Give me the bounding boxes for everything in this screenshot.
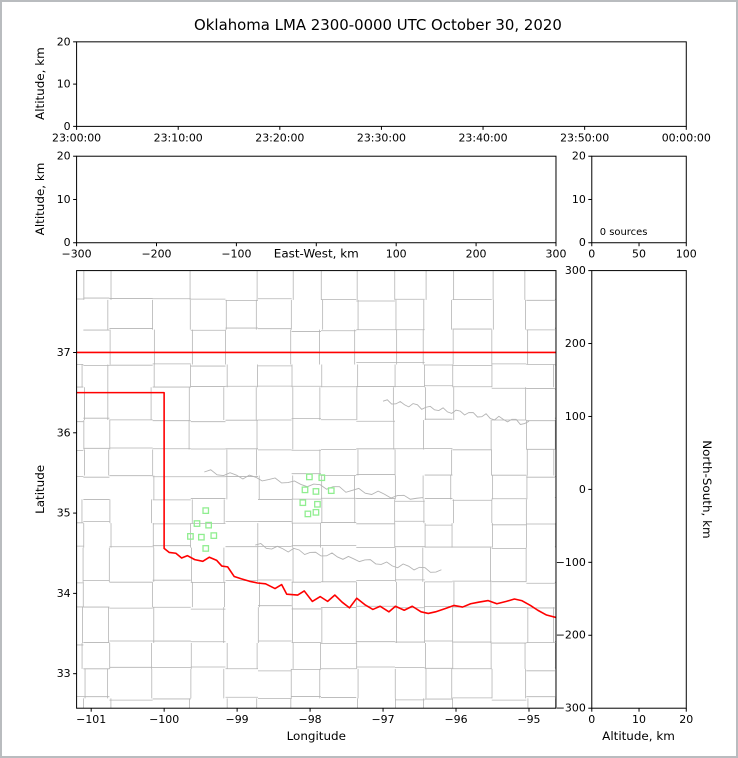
tick-label: 10 <box>572 193 586 206</box>
tick-label: 23:50:00 <box>560 131 609 144</box>
tick-label: −100 <box>149 713 179 726</box>
lma-station-marker <box>197 533 205 541</box>
tick-label: −200 <box>556 629 586 642</box>
tick-label: 20 <box>679 713 693 726</box>
plan-view-panel <box>76 270 557 709</box>
river-line <box>382 399 530 425</box>
tick-label: 23:30:00 <box>357 131 406 144</box>
ns-panel-ylabel: North-South, km <box>700 440 714 538</box>
tick-label: 100 <box>676 248 697 261</box>
tick-label: −95 <box>517 713 540 726</box>
tick-label: 37 <box>57 346 71 359</box>
lma-station-marker <box>327 487 335 495</box>
tick-label: 20 <box>57 35 71 48</box>
lma-station-marker <box>304 510 312 518</box>
tick-label: −98 <box>299 713 322 726</box>
oklahoma-state-boundary <box>76 391 556 619</box>
map-ylabel: Latitude <box>33 465 47 514</box>
ew-height-panel <box>76 155 557 244</box>
river-line <box>255 543 442 573</box>
tick-label: 20 <box>57 150 71 163</box>
tick-label: 300 <box>546 248 567 261</box>
tick-label: 200 <box>565 337 586 350</box>
tick-label: 34 <box>57 587 71 600</box>
lma-station-marker <box>312 508 320 516</box>
lma-station-marker <box>299 499 307 507</box>
tick-label: 0 <box>588 713 595 726</box>
lma-station-marker <box>314 500 321 508</box>
tick-label: 10 <box>57 78 71 91</box>
tick-label: 23:20:00 <box>255 131 304 144</box>
tick-label: 10 <box>632 713 646 726</box>
plot-title: Oklahoma LMA 2300-0000 UTC October 30, 2… <box>194 16 562 34</box>
lma-station-marker <box>305 473 313 481</box>
tick-label: −99 <box>226 713 249 726</box>
histogram-annotation: 0 sources <box>600 227 648 238</box>
lma-station-marker <box>205 521 213 529</box>
tick-label: 0 <box>588 248 595 261</box>
ew-panel-ylabel: Altitude, km <box>33 163 47 236</box>
tick-label: −96 <box>444 713 467 726</box>
map-xlabel: Longitude <box>287 729 346 743</box>
tick-label: 23:00:00 <box>52 131 101 144</box>
tick-label: 36 <box>57 426 71 439</box>
tick-label: 35 <box>57 507 71 520</box>
tick-label: 23:40:00 <box>458 131 507 144</box>
lma-station-marker <box>187 533 194 540</box>
tick-label: 100 <box>565 410 586 423</box>
tick-label: 23:10:00 <box>154 131 203 144</box>
tick-label: −100 <box>556 556 586 569</box>
lma-station-marker <box>301 486 309 494</box>
ew-panel-xlabel: East-West, km <box>274 247 359 261</box>
river-line <box>204 469 424 500</box>
lma-station-marker <box>312 488 320 495</box>
tick-label: 10 <box>57 193 71 206</box>
tick-label: 300 <box>565 264 586 277</box>
tick-label: −300 <box>556 702 586 715</box>
tick-label: −100 <box>221 248 251 261</box>
tick-label: 100 <box>386 248 407 261</box>
ns-panel-xlabel: Altitude, km <box>602 729 675 743</box>
lma-station-marker <box>318 474 326 482</box>
tick-label: −200 <box>141 248 171 261</box>
tick-label: 0 <box>64 236 71 249</box>
tick-label: 0 <box>579 236 586 249</box>
time-height-panel <box>76 41 687 127</box>
tick-label: −300 <box>62 248 92 261</box>
lma-station-marker <box>202 507 210 515</box>
lma-station-marker <box>210 532 218 539</box>
county-boundaries <box>76 270 556 709</box>
lma-station-marker <box>193 520 201 527</box>
time-panel-ylabel: Altitude, km <box>33 47 47 120</box>
tick-label: 200 <box>466 248 487 261</box>
tick-label: 50 <box>632 248 646 261</box>
tick-label: 20 <box>572 150 586 163</box>
tick-label: −101 <box>76 713 106 726</box>
tick-label: 00:00:00 <box>662 131 711 144</box>
tick-label: 0 <box>579 483 586 496</box>
tick-label: 33 <box>57 667 71 680</box>
tick-label: 0 <box>64 120 71 133</box>
ns-height-panel <box>591 270 687 709</box>
tick-label: −97 <box>372 713 395 726</box>
lma-station-marker <box>202 545 210 552</box>
